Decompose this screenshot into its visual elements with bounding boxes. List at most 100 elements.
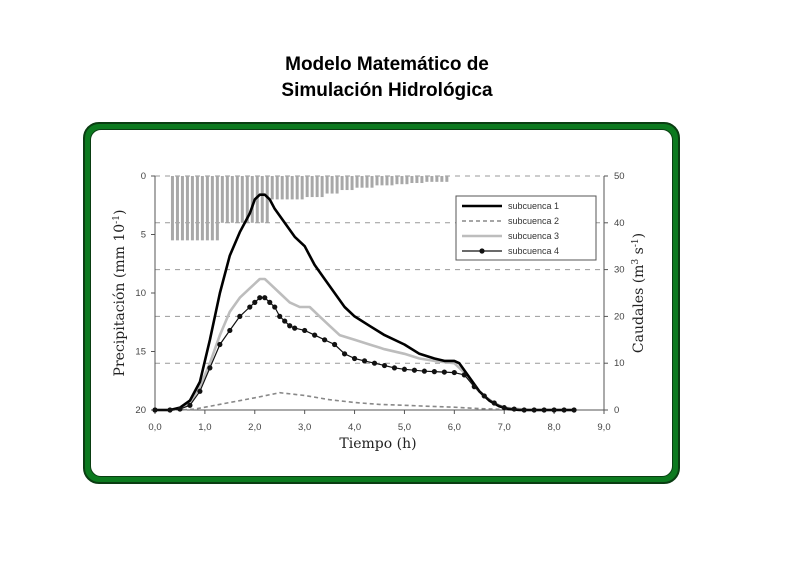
precipitation-bar — [250, 176, 254, 223]
x-tick-label: 3,0 — [298, 422, 311, 433]
precipitation-bar — [390, 176, 394, 186]
legend-label-1: subcuenca 1 — [508, 201, 559, 211]
precipitation-bar — [320, 176, 324, 198]
precipitation-bar — [355, 176, 359, 188]
series-4-marker — [277, 313, 283, 319]
precipitation-bar — [315, 176, 319, 198]
precipitation-bar — [435, 176, 439, 182]
precipitation-bar — [305, 176, 309, 198]
y-left-tick-label: 15 — [135, 347, 146, 358]
y-left-axis-label: Precipitación (mm 10-1) — [112, 210, 128, 377]
legend-label-2: subcuenca 2 — [508, 216, 559, 226]
y-right-tick-label: 40 — [614, 218, 625, 229]
series-4-marker — [391, 365, 398, 371]
precipitation-bar — [335, 176, 339, 194]
series-4-marker — [257, 295, 263, 301]
precipitation-bar — [425, 176, 429, 182]
precipitation-bar — [215, 176, 219, 241]
y-right-tick-label: 20 — [614, 311, 625, 322]
precipitation-bar — [290, 176, 294, 200]
y-right-tick-label: 10 — [614, 358, 625, 369]
legend: subcuenca 1 subcuenca 2 subcuenca 3 subcuen… — [455, 195, 597, 261]
legend-marker — [479, 248, 485, 254]
precipitation-bar — [350, 176, 354, 191]
series-4-marker — [441, 369, 447, 375]
precipitation-bar — [415, 176, 419, 184]
precipitation-bar — [445, 176, 449, 182]
y-left-tick-label: 20 — [135, 405, 146, 416]
series-4-marker — [252, 299, 258, 305]
series-4-marker — [292, 325, 298, 331]
precipitation-bar — [280, 176, 284, 200]
series-4-marker — [431, 369, 437, 375]
x-tick-label: 4,0 — [348, 422, 361, 433]
series-4-marker — [351, 355, 358, 362]
series-4-marker — [401, 366, 408, 372]
x-tick-label: 0,0 — [148, 422, 161, 433]
series-4-marker — [302, 327, 308, 334]
legend-label-3: subcuenca 3 — [508, 231, 559, 241]
precipitation-bar — [170, 176, 174, 241]
precipitation-bar — [310, 176, 314, 198]
precipitation-bar — [195, 176, 199, 241]
precipitation-bar — [430, 176, 434, 182]
title-line-2: Simulación Hidrológica — [281, 80, 493, 101]
series-line-2 — [155, 391, 575, 411]
series-line-3 — [155, 277, 575, 412]
precipitation-bar — [385, 176, 389, 186]
precipitation-bar — [365, 176, 369, 188]
series-4-marker — [227, 327, 233, 334]
precipitation-bar — [325, 176, 329, 194]
y-left-tick-label: 0 — [141, 171, 146, 182]
precipitation-bar — [190, 176, 194, 241]
series-4-marker — [481, 393, 487, 399]
precipitation-bar — [225, 176, 229, 223]
precipitation-bar — [220, 176, 224, 223]
series-4-marker — [282, 318, 288, 324]
precipitation-bar — [255, 176, 259, 223]
precipitation-bar — [285, 176, 289, 200]
precipitation-bar — [405, 176, 409, 185]
series-4-marker — [267, 299, 273, 305]
series-4-marker — [247, 304, 253, 310]
series-4-marker — [421, 368, 427, 374]
precipitation-bar — [260, 176, 264, 223]
precipitation-bar — [230, 176, 234, 223]
series-4-marker — [361, 358, 368, 364]
precipitation-bar — [330, 176, 334, 194]
series-4-marker — [197, 388, 203, 394]
x-axis-label: Tiempo (h) — [339, 436, 416, 452]
precipitation-bar — [245, 176, 249, 223]
precipitation-bar — [180, 176, 184, 241]
precipitation-bar — [440, 176, 444, 182]
series-4-marker — [571, 407, 577, 413]
series-lines — [152, 193, 577, 413]
series-4-marker — [177, 406, 183, 412]
precipitation-bar — [370, 176, 374, 188]
series-4-marker — [461, 372, 467, 378]
series-4-marker — [332, 341, 338, 348]
title-line-1: Modelo Matemático de — [285, 54, 489, 75]
series-4-marker — [561, 407, 567, 413]
precipitation-bar — [200, 176, 204, 241]
series-4-marker — [312, 332, 318, 338]
series-4-marker — [491, 400, 497, 406]
precipitation-bar — [275, 176, 279, 200]
y-right-tick-label: 50 — [614, 171, 625, 182]
precipitation-bar — [300, 176, 304, 200]
precipitation-bar — [210, 176, 214, 241]
x-tick-label: 7,0 — [498, 422, 511, 433]
precipitation-bar — [420, 176, 424, 184]
x-tick-label: 5,0 — [398, 422, 411, 433]
y-right-axis-label: Caudales (m3 s-1) — [631, 233, 647, 353]
y-right-tick-label: 30 — [614, 265, 625, 276]
series-4-marker — [167, 407, 173, 413]
series-4-marker — [471, 384, 477, 390]
precipitation-bar — [340, 176, 344, 191]
precipitation-bar — [400, 176, 404, 185]
series-4-marker — [287, 323, 293, 329]
precipitation-bar — [295, 176, 299, 200]
series-4-marker — [511, 406, 517, 412]
precipitation-bar — [185, 176, 189, 241]
